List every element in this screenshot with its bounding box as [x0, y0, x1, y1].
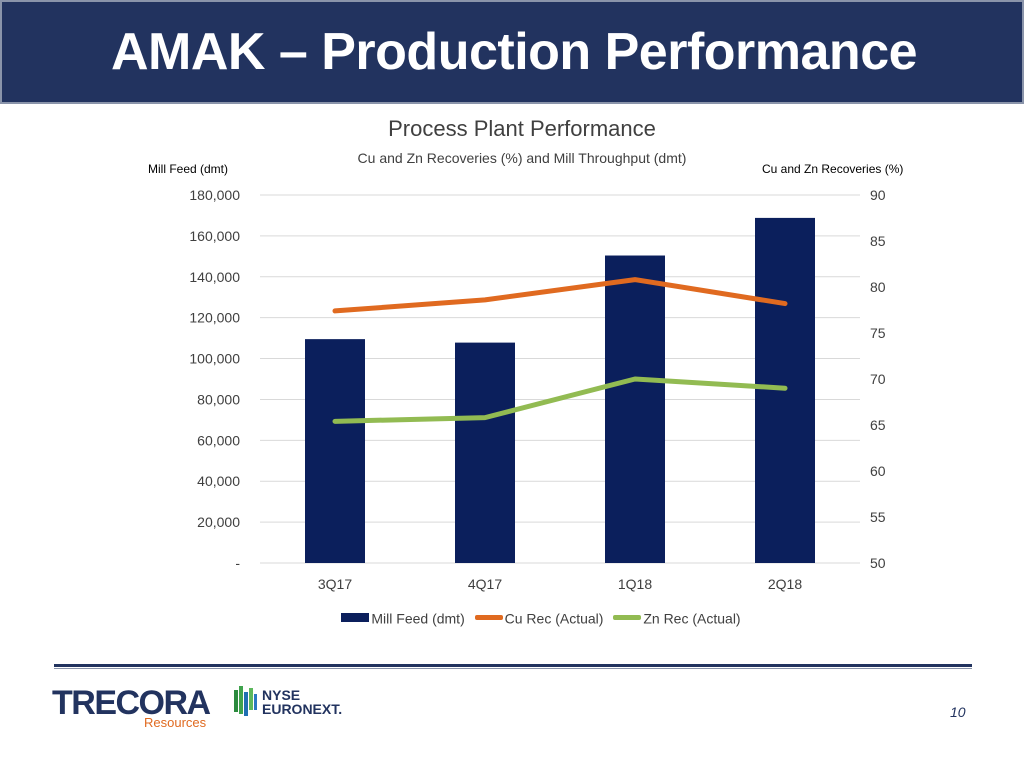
nyse-leaf-icon: [234, 686, 257, 716]
legend-swatch-cu-rec: [474, 615, 503, 621]
y-axis-title-right: Cu and Zn Recoveries (%): [762, 162, 904, 176]
chart-plot: - 20,000 40,000 60,000 80,000 100,000 120,000 1…: [189, 187, 886, 592]
x-tick-label: 3Q17: [318, 576, 352, 592]
trecora-wordmark: TRECORA: [52, 684, 211, 722]
trecora-subtitle: Resources: [144, 715, 207, 730]
nyse-euronext-logo: NYSE EURONEXT.: [232, 686, 342, 720]
y-tick-label-left: 20,000: [197, 514, 240, 530]
line-cu-rec: [332, 277, 788, 314]
y-tick-label-right: 60: [870, 463, 886, 479]
y-tick-label-right: 55: [870, 509, 886, 525]
y-tick-label-right: 70: [870, 371, 886, 387]
trecora-logo: TRECORA Resources: [52, 684, 222, 734]
chart-subtitle: Cu and Zn Recoveries (%) and Mill Throug…: [357, 150, 687, 166]
y-tick-label-left: 60,000: [197, 432, 240, 448]
y-axis-title-left: Mill Feed (dmt): [148, 162, 229, 176]
y-tick-label-right: 90: [870, 187, 886, 203]
chart-legend: Mill Feed (dmt) Cu Rec (Actual) Zn Rec (…: [0, 608, 1024, 626]
y-tick-label-left: 140,000: [189, 269, 240, 285]
y-tick-label-left: 120,000: [189, 310, 240, 326]
bar-mill-feed: [605, 255, 665, 563]
y-tick-label-left: 40,000: [197, 473, 240, 489]
nyse-line-2: EURONEXT.: [262, 701, 343, 717]
footer-divider-thin: [54, 668, 972, 669]
y-tick-label-left: 160,000: [189, 228, 240, 244]
legend-item-cu-rec: Cu Rec (Actual): [474, 609, 604, 626]
slide-title: AMAK – Production Performance: [110, 23, 918, 81]
title-bar: AMAK – Production Performance: [0, 0, 1024, 104]
legend-label-mill-feed: Mill Feed (dmt): [371, 609, 465, 626]
chart-title: Process Plant Performance: [388, 116, 656, 141]
y-tick-label-left: 180,000: [189, 187, 240, 203]
y-tick-label-left: -: [235, 555, 240, 571]
x-tick-label: 4Q17: [468, 576, 502, 592]
legend-item-zn-rec: Zn Rec (Actual): [613, 609, 741, 626]
bar-mill-feed: [455, 342, 515, 563]
y-tick-label-right: 80: [870, 279, 886, 295]
x-tick-label: 2Q18: [768, 576, 802, 592]
nyse-line-1: NYSE: [262, 687, 301, 703]
legend-swatch-mill-feed: [341, 613, 370, 623]
line-zn-rec: [332, 376, 788, 424]
nyse-text: NYSE EURONEXT.: [262, 688, 342, 716]
legend-item-mill-feed: Mill Feed (dmt): [341, 609, 465, 626]
y-tick-label-right: 75: [870, 325, 886, 341]
legend-label-cu-rec: Cu Rec (Actual): [504, 609, 604, 626]
legend-label-zn-rec: Zn Rec (Actual): [643, 609, 741, 626]
footer-divider: [54, 664, 972, 667]
bar-mill-feed: [305, 339, 365, 563]
x-tick-label: 1Q18: [618, 576, 652, 592]
y-tick-label-right: 65: [870, 417, 886, 433]
y-tick-label-right: 50: [870, 555, 886, 571]
y-tick-label-left: 100,000: [189, 351, 240, 367]
page-number: 10: [950, 704, 966, 720]
legend-swatch-zn-rec: [613, 615, 642, 621]
y-tick-label-left: 80,000: [197, 391, 240, 407]
y-tick-label-right: 85: [870, 233, 886, 249]
